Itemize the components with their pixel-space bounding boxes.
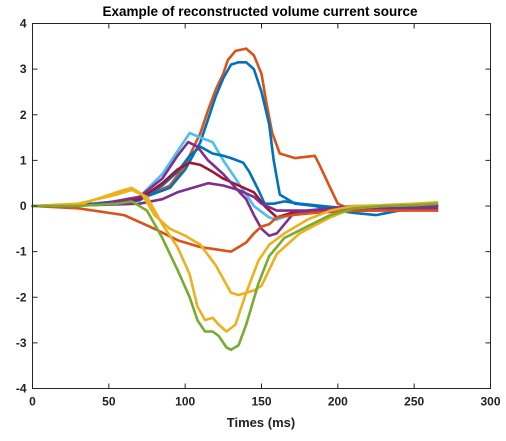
series-line-11 bbox=[31, 200, 439, 352]
x-tick-label-250: 250 bbox=[404, 395, 424, 409]
x-tick-label-50: 50 bbox=[102, 395, 116, 409]
x-tick-label-150: 150 bbox=[251, 395, 271, 409]
x-tick-label-300: 300 bbox=[480, 395, 500, 409]
y-tick-label--3: -3 bbox=[16, 336, 27, 350]
x-tick-label-0: 0 bbox=[29, 395, 36, 409]
series-line-7 bbox=[31, 181, 439, 212]
series-line-8 bbox=[31, 204, 439, 253]
x-tick-label-100: 100 bbox=[175, 395, 195, 409]
y-tick-label-1: 1 bbox=[20, 153, 27, 167]
y-tick-label--1: -1 bbox=[16, 245, 27, 259]
series-line-10 bbox=[31, 188, 439, 333]
plot-frame bbox=[32, 23, 491, 389]
y-tick-label-3: 3 bbox=[20, 62, 27, 76]
ticks-layer: 0 50 100 150 200 250 300 -4 -3 -2 -1 0 1 2 3 4 bbox=[16, 17, 501, 409]
x-tick-label-200: 200 bbox=[328, 395, 348, 409]
x-axis-label: Times (ms) bbox=[227, 415, 295, 430]
y-tick-label-2: 2 bbox=[20, 108, 27, 122]
chart-title: Example of reconstructed volume current … bbox=[102, 4, 418, 19]
y-tick-label--4: -4 bbox=[16, 382, 27, 396]
series-line-6 bbox=[31, 140, 439, 237]
y-tick-label--2: -2 bbox=[16, 290, 27, 304]
y-tick-label-0: 0 bbox=[20, 199, 27, 213]
series-layer bbox=[31, 47, 439, 352]
series-line-2 bbox=[31, 60, 439, 217]
y-tick-label-4: 4 bbox=[20, 17, 27, 31]
